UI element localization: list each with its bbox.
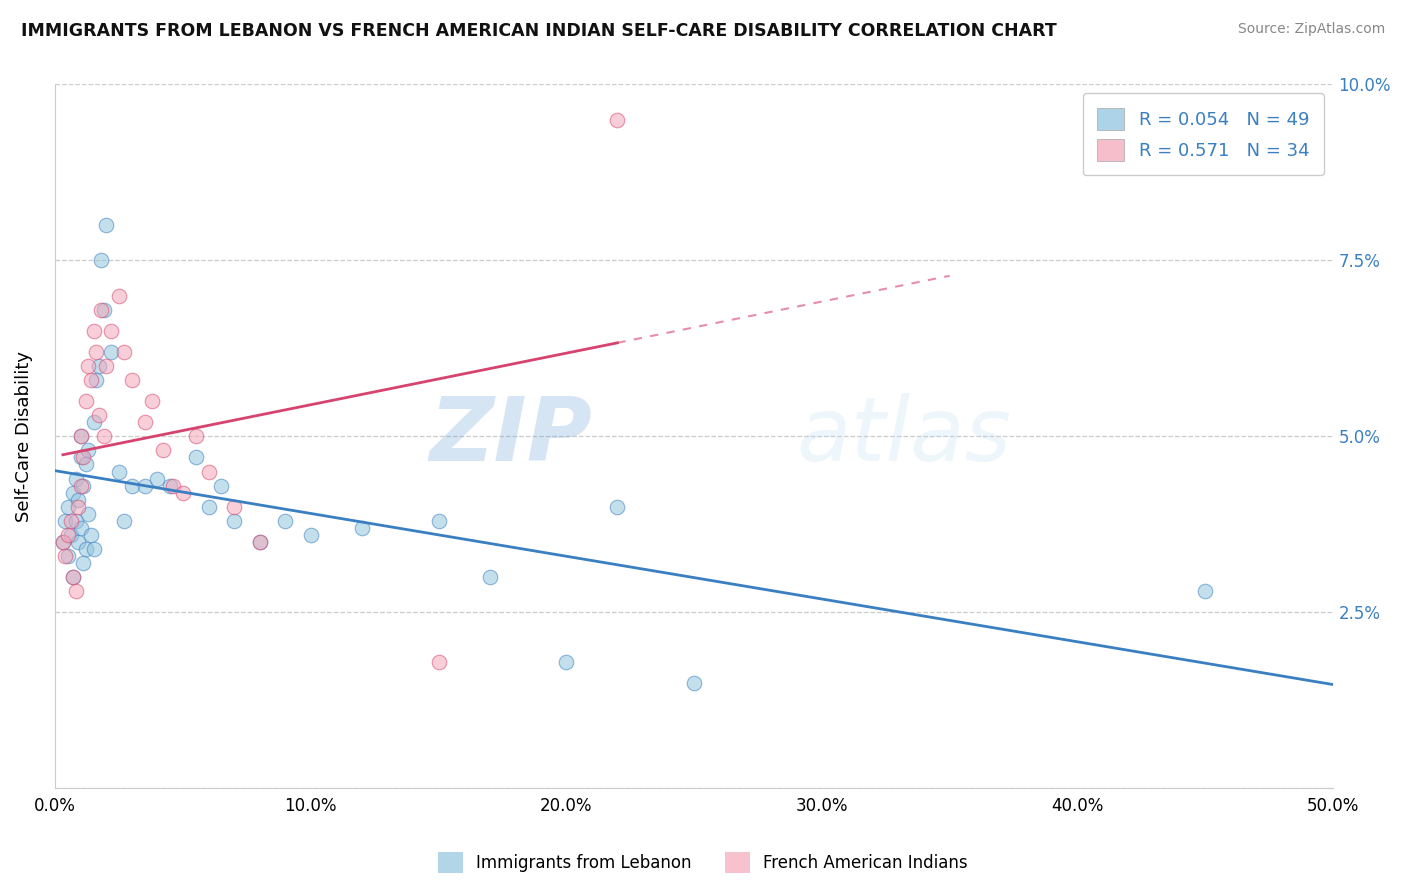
Point [152, 443, 174, 458]
Point [172, 485, 194, 500]
Point [555, 655, 578, 669]
Point [108, 288, 131, 302]
Point [224, 514, 246, 528]
Point [80, 373, 103, 387]
Point [69, 450, 91, 465]
Point [87, 408, 110, 422]
Point [274, 514, 297, 528]
Point [65, 514, 87, 528]
Point [121, 373, 143, 387]
Point [72, 450, 94, 465]
Point [90, 253, 112, 268]
Point [93, 302, 115, 317]
Point [112, 514, 135, 528]
Point [52, 535, 75, 549]
Point [55, 549, 77, 563]
Text: ZIP: ZIP [429, 392, 592, 480]
Point [209, 478, 232, 492]
Point [299, 528, 322, 542]
Point [121, 478, 143, 492]
Point [83, 541, 105, 556]
Text: Source: ZipAtlas.com: Source: ZipAtlas.com [1237, 22, 1385, 37]
Point [65, 472, 87, 486]
Point [134, 478, 156, 492]
Point [427, 655, 450, 669]
Point [350, 521, 373, 535]
Point [100, 324, 122, 338]
Point [141, 394, 163, 409]
Text: IMMIGRANTS FROM LEBANON VS FRENCH AMERICAN INDIAN SELF-CARE DISABILITY CORRELATI: IMMIGRANTS FROM LEBANON VS FRENCH AMERIC… [21, 22, 1057, 40]
Point [77, 443, 100, 458]
Point [197, 500, 219, 514]
Point [77, 359, 100, 373]
Point [197, 465, 219, 479]
Point [249, 535, 271, 549]
Point [62, 485, 84, 500]
Point [84, 373, 107, 387]
Point [83, 415, 105, 429]
Point [69, 429, 91, 443]
Point [134, 415, 156, 429]
Point [427, 514, 450, 528]
Point [65, 584, 87, 599]
Point [69, 478, 91, 492]
Point [112, 344, 135, 359]
Point [75, 541, 97, 556]
Point [478, 570, 501, 584]
Point [96, 359, 118, 373]
Point [606, 500, 628, 514]
Point [90, 302, 112, 317]
Point [67, 492, 90, 507]
Point [69, 429, 91, 443]
Point [100, 344, 122, 359]
Legend: Immigrants from Lebanon, French American Indians: Immigrants from Lebanon, French American… [432, 846, 974, 880]
Point [224, 500, 246, 514]
Text: atlas: atlas [796, 393, 1011, 479]
Point [72, 478, 94, 492]
Point [184, 429, 207, 443]
Point [72, 556, 94, 570]
Point [62, 570, 84, 584]
Point [1194, 584, 1216, 599]
Point [96, 218, 118, 232]
Point [67, 500, 90, 514]
Point [162, 478, 184, 492]
Point [80, 528, 103, 542]
Point [146, 472, 169, 486]
Point [606, 112, 628, 127]
Point [87, 359, 110, 373]
Point [84, 344, 107, 359]
Point [56, 528, 79, 542]
Point [67, 535, 90, 549]
Point [59, 514, 82, 528]
Point [55, 514, 77, 528]
Point [77, 507, 100, 521]
Point [62, 570, 84, 584]
Point [108, 465, 131, 479]
Point [56, 549, 79, 563]
Point [249, 535, 271, 549]
Point [93, 429, 115, 443]
Y-axis label: Self-Care Disability: Self-Care Disability [15, 351, 32, 522]
Point [184, 450, 207, 465]
Point [59, 528, 82, 542]
Point [83, 324, 105, 338]
Point [159, 478, 181, 492]
Point [56, 500, 79, 514]
Point [75, 394, 97, 409]
Legend: R = 0.054   N = 49, R = 0.571   N = 34: R = 0.054 N = 49, R = 0.571 N = 34 [1083, 94, 1324, 176]
Point [52, 535, 75, 549]
Point [75, 458, 97, 472]
Point [683, 675, 706, 690]
Point [69, 521, 91, 535]
